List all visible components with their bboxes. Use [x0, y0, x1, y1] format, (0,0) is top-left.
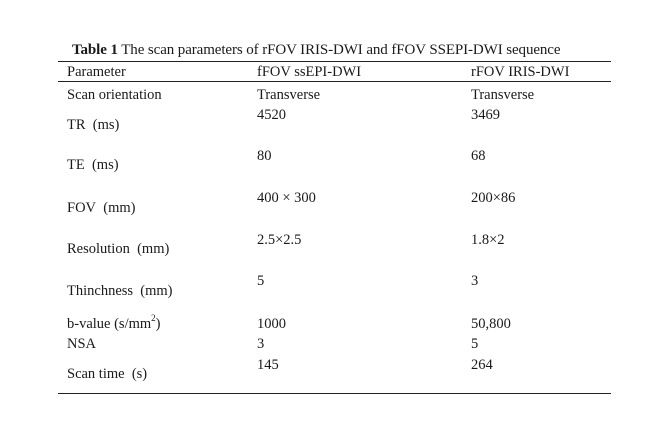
- row-nsa-param: NSA: [67, 336, 97, 352]
- row-fov-ffov: 400 × 300: [257, 190, 316, 206]
- row-te-rfov: 68: [471, 148, 486, 164]
- row-bvalue-param-close: ): [155, 316, 161, 332]
- row-thickness-rfov: 3: [471, 273, 479, 289]
- row-scan-time-param: Scan time (s): [67, 366, 148, 382]
- row-bvalue-ffov: 1000: [257, 316, 286, 332]
- row-scan-time-ffov: 145: [257, 357, 279, 373]
- row-bvalue-param-superscript: 2: [151, 313, 156, 324]
- header-rfov: rFOV IRIS-DWI: [471, 64, 570, 80]
- row-tr-param: TR (ms): [67, 117, 120, 133]
- row-bvalue-param: b-value (s/mm2): [67, 313, 161, 333]
- row-fov-param: FOV (mm): [67, 200, 136, 216]
- row-tr-ffov: 4520: [257, 107, 286, 123]
- row-scan-orientation-ffov: Transverse: [257, 87, 321, 103]
- table-caption: Table 1 The scan parameters of rFOV IRIS…: [72, 42, 561, 59]
- header-ffov: fFOV ssEPI-DWI: [257, 64, 362, 80]
- table-caption-label: Table 1: [72, 42, 118, 58]
- header-parameter: Parameter: [67, 64, 126, 80]
- row-resolution-rfov: 1.8×2: [471, 232, 505, 248]
- table-header-rule: [58, 81, 611, 82]
- row-resolution-param: Resolution (mm): [67, 241, 170, 257]
- table-bottom-rule: [58, 393, 611, 394]
- row-fov-rfov: 200×86: [471, 190, 516, 206]
- row-te-param: TE (ms): [67, 157, 119, 173]
- row-te-ffov: 80: [257, 148, 272, 164]
- table-caption-text: The scan parameters of rFOV IRIS-DWI and…: [117, 42, 561, 58]
- table-top-rule: [58, 61, 611, 62]
- row-bvalue-rfov: 50,800: [471, 316, 511, 332]
- row-resolution-ffov: 2.5×2.5: [257, 232, 302, 248]
- row-thickness-ffov: 5: [257, 273, 265, 289]
- row-nsa-ffov: 3: [257, 336, 265, 352]
- row-nsa-rfov: 5: [471, 336, 479, 352]
- row-thickness-param: Thinchness (mm): [67, 283, 173, 299]
- row-tr-rfov: 3469: [471, 107, 500, 123]
- row-scan-time-rfov: 264: [471, 357, 493, 373]
- row-scan-orientation-rfov: Transverse: [471, 87, 535, 103]
- row-scan-orientation-param: Scan orientation: [67, 87, 162, 103]
- row-bvalue-param-text: b-value (s/mm: [67, 316, 152, 332]
